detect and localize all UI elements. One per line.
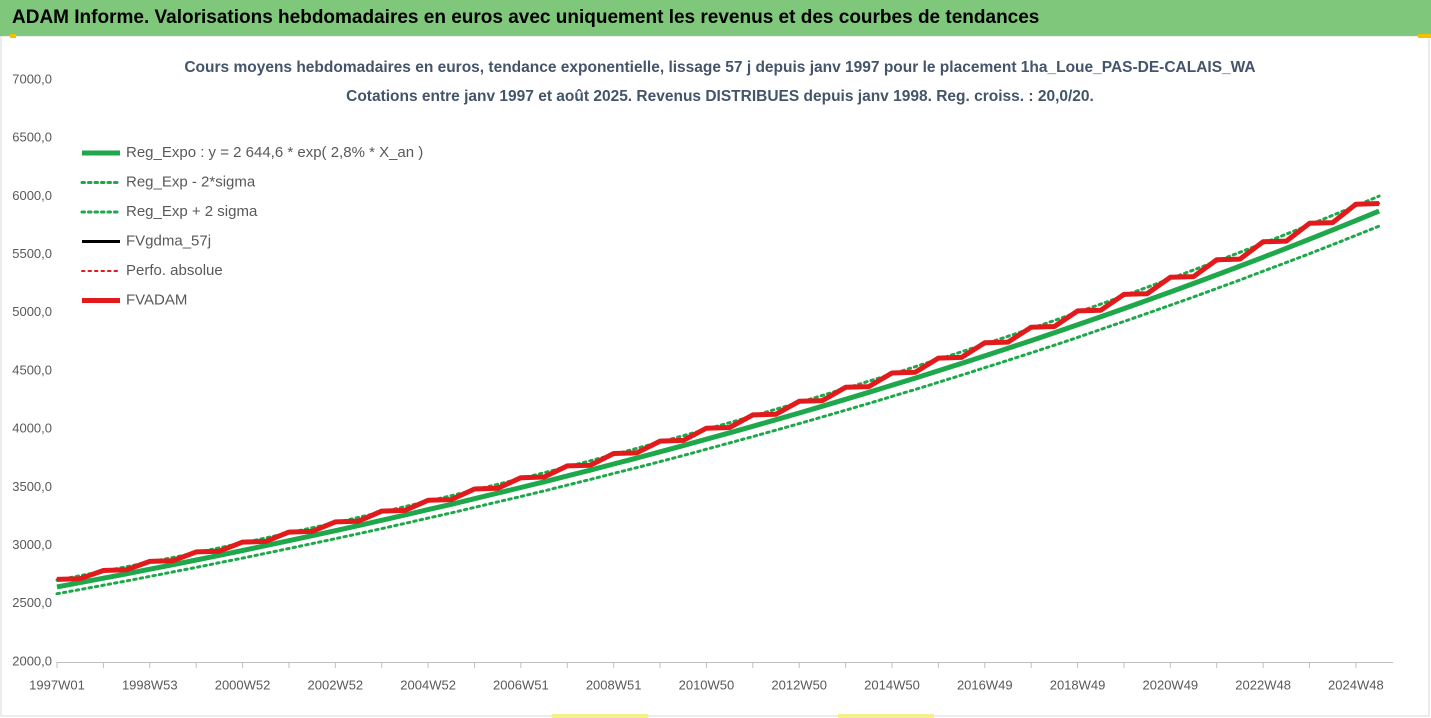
x-tick-label: 2020W49 <box>1143 677 1199 692</box>
x-tick-label: 2016W49 <box>957 677 1013 692</box>
x-tick-label: 2000W52 <box>215 677 271 692</box>
series-line <box>55 224 1381 596</box>
y-tick-label: 4500,0 <box>12 362 52 377</box>
corner-mark <box>1418 34 1431 38</box>
x-tick-label: 2018W49 <box>1050 677 1106 692</box>
y-tick-label: 5500,0 <box>12 246 52 261</box>
y-tick-label: 5000,0 <box>12 304 52 319</box>
legend-label: FVADAM <box>126 291 187 308</box>
y-tick-label: 6500,0 <box>12 130 52 145</box>
chart-subtitle: Cotations entre janv 1997 et août 2025. … <box>346 88 1094 105</box>
corner-mark <box>10 34 16 38</box>
chart-title: Cours moyens hebdomadaires en euros, ten… <box>184 59 1255 76</box>
x-tick-label: 2010W50 <box>679 677 735 692</box>
x-tick-label: 2006W51 <box>493 677 549 692</box>
series-line <box>56 208 1381 590</box>
y-tick-label: 4000,0 <box>12 421 52 436</box>
series-line <box>56 201 1380 582</box>
y-tick-label: 6000,0 <box>12 188 52 203</box>
x-tick-label: 2022W48 <box>1235 677 1291 692</box>
scroll-mark <box>838 714 934 718</box>
legend-label: Reg_Exp - 2*sigma <box>126 173 256 190</box>
chart-frame <box>0 35 1430 717</box>
y-tick-label: 3500,0 <box>12 479 52 494</box>
legend-label: FVgdma_57j <box>126 232 211 249</box>
x-tick-label: 2004W52 <box>400 677 456 692</box>
y-tick-label: 2500,0 <box>12 595 52 610</box>
x-tick-label: 2012W50 <box>771 677 827 692</box>
x-tick-label: 2008W51 <box>586 677 642 692</box>
x-tick-label: 2014W50 <box>864 677 920 692</box>
y-tick-label: 2000,0 <box>12 653 52 668</box>
y-tick-label: 3000,0 <box>12 537 52 552</box>
x-tick-label: 1998W53 <box>122 677 178 692</box>
x-tick-label: 1997W01 <box>29 677 85 692</box>
legend-label: Perfo. absolue <box>126 262 223 279</box>
header-title: ADAM Informe. Valorisations hebdomadaire… <box>12 7 1039 28</box>
x-tick-label: 2002W52 <box>308 677 364 692</box>
y-tick-label: 7000,0 <box>12 71 52 86</box>
scroll-mark <box>552 714 648 718</box>
header-bar <box>0 0 1431 35</box>
legend-label: Reg_Expo : y = 2 644,6 * exp( 2,8% * X_a… <box>126 144 423 161</box>
legend-label: Reg_Exp + 2 sigma <box>126 203 258 220</box>
x-tick-label: 2024W48 <box>1328 677 1384 692</box>
